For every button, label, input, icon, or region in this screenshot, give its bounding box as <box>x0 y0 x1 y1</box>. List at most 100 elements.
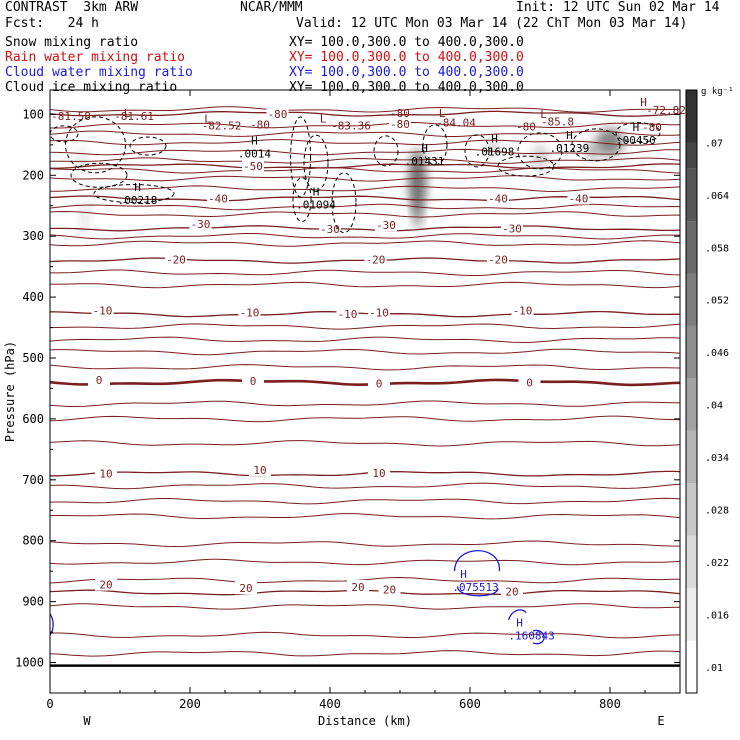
colorbar-tick-label: .052 <box>705 296 729 307</box>
isotherm-label--80: -80 <box>390 118 410 131</box>
ice-max-value: .0014 <box>238 147 271 160</box>
snow-shading-7 <box>80 197 90 238</box>
ice-max-value: .01239 <box>550 142 590 155</box>
contour-extreme-label: -72.82 <box>646 104 686 117</box>
colorbar-tick-label: .022 <box>705 558 729 569</box>
x-tick-label: 0 <box>46 697 53 711</box>
ice-dashed-contour-10 <box>464 134 490 168</box>
ice-dashed-contour-0 <box>65 116 126 174</box>
theta-contour <box>50 576 680 584</box>
isotherm-label-bg <box>266 106 289 120</box>
theta-contour <box>50 233 680 240</box>
colorbar-segment <box>686 378 697 431</box>
isotherm-label--10: -10 <box>240 306 260 319</box>
contour-extreme-label: H <box>640 96 647 109</box>
ice-max-value: .00450 <box>616 134 656 147</box>
isotherm-label--20: -20 <box>366 253 386 266</box>
contour-extreme-label: L <box>204 113 211 126</box>
center-label: NCAR/MMM <box>240 0 303 15</box>
colorbar-segment <box>686 430 697 484</box>
isotherm--50 <box>50 163 680 169</box>
theta-contour <box>50 558 680 566</box>
contour-extreme-label: -85.8 <box>541 116 574 129</box>
x-tick-label: 400 <box>319 697 341 711</box>
contour-extreme-label: -81.61 <box>114 110 154 123</box>
contour-extreme-label: L <box>124 107 131 120</box>
legend-cloud-ice-xy: XY= 100.0,300.0 to 400.0,300.0 <box>289 80 524 95</box>
ice-max-value: .00218 <box>118 194 158 207</box>
ice-dashed-contour-6 <box>292 177 312 223</box>
colorbar-segment <box>686 640 697 693</box>
colorbar-segment <box>686 168 697 222</box>
ice-dashed-contour-15 <box>50 125 79 143</box>
theta-contour <box>50 167 680 174</box>
colorbar-segment <box>686 221 697 274</box>
ice-dashed-contour-14 <box>615 122 661 144</box>
y-tick-label: 300 <box>22 229 44 243</box>
isotherm-label-bg <box>207 191 229 205</box>
isotherm-label-bg <box>567 191 590 205</box>
ice-dashed-contour-13 <box>571 128 621 162</box>
contour-extreme-label: -80 <box>516 121 536 134</box>
ice-max-marker: H <box>421 142 428 155</box>
isotherm-label-bg <box>242 159 264 173</box>
y-tick-label: 500 <box>22 351 44 365</box>
isotherm-label-0: 0 <box>376 378 383 391</box>
theta-contour <box>50 348 680 356</box>
y-tick-label: 400 <box>22 290 44 304</box>
isotherm-label-0: 0 <box>250 375 257 388</box>
isotherm-10 <box>50 470 680 477</box>
colorbar-tick-label: .01 <box>705 663 723 674</box>
isotherm-label-0: 0 <box>96 374 103 387</box>
isotherm-label-bg <box>511 303 534 317</box>
init-time: Init: 12 UTC Sun 02 Mar 14 <box>516 0 720 15</box>
y-tick-label: 200 <box>22 168 44 182</box>
ice-max-marker: H <box>134 181 141 194</box>
y-axis-label: Pressure (hPa) <box>3 341 17 442</box>
isotherm-label-bg <box>249 463 271 477</box>
cloud-water-contour-4 <box>50 613 54 636</box>
legend-cloud-ice: Cloud ice mixing ratio <box>5 80 178 95</box>
cloud-water-max-marker: H <box>516 616 523 629</box>
isotherm-label--20: -20 <box>488 253 508 266</box>
colorbar-unit: g kg⁻¹ <box>701 87 734 97</box>
cloud-water-contour-2 <box>507 609 527 621</box>
contour-extreme-label: -80 <box>250 119 270 132</box>
title-left: CONTRAST 3km ARW <box>5 0 139 15</box>
isotherm-label-bg <box>364 252 387 266</box>
isotherm-label-bg <box>189 217 212 230</box>
contour-extreme-label: -83.36 <box>331 119 371 132</box>
isotherm-label--10: -10 <box>369 306 389 319</box>
isotherm-label-bg <box>368 305 390 319</box>
ice-dashed-contour-5 <box>303 134 329 192</box>
cloud-water-max-marker: H <box>460 568 467 581</box>
theta-contour <box>50 513 680 520</box>
theta-contour <box>50 106 680 113</box>
legend-rain: Rain water mixing ratio <box>5 50 186 65</box>
y-tick-label: 900 <box>22 595 44 609</box>
isotherm-label-10: 10 <box>372 467 385 480</box>
isotherm-label--50: -50 <box>243 160 263 173</box>
ice-dashed-contour-9 <box>422 124 448 166</box>
ice-max-value: .01431 <box>405 155 445 168</box>
west-label: W <box>83 714 91 728</box>
legend-cloud-water-xy: XY= 100.0,300.0 to 400.0,300.0 <box>289 65 524 80</box>
isotherm-label--10: -10 <box>513 304 533 317</box>
theta-contour <box>50 139 680 146</box>
legend-snow-xy: XY= 100.0,300.0 to 400.0,300.0 <box>289 35 524 50</box>
isotherm-label--30: -30 <box>320 223 340 236</box>
cloud-water-max-value: .160843 <box>508 629 554 642</box>
isotherm-label--30: -30 <box>502 222 522 235</box>
isotherm-label-bg <box>501 584 523 598</box>
isotherm-label-bg <box>242 374 264 388</box>
isotherm-label-bg <box>336 307 359 321</box>
isotherm-label-bg <box>95 466 117 480</box>
cloud-water-contour-1 <box>456 586 499 597</box>
contour-extreme-label: L <box>320 113 327 126</box>
theta-contour <box>50 148 680 156</box>
isotherm-label-bg <box>95 577 117 591</box>
isotherm-label--20: -20 <box>166 253 186 266</box>
isotherm-label--10: -10 <box>338 308 358 321</box>
y-tick-label: 1000 <box>15 656 44 670</box>
contour-extreme-label: -80 <box>642 121 662 134</box>
